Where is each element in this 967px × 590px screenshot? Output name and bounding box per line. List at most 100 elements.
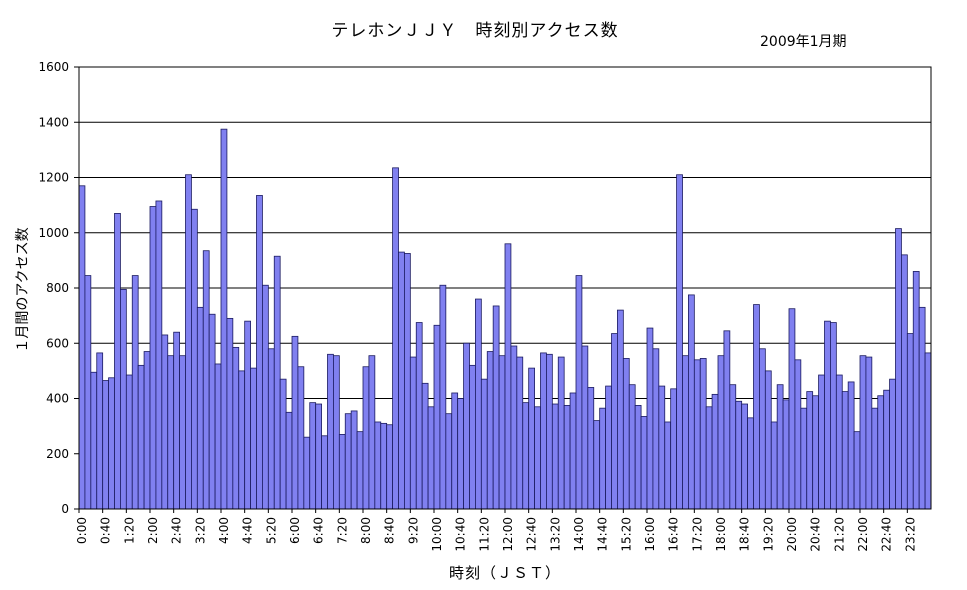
bar [587, 387, 595, 510]
bar [427, 406, 435, 510]
bar [912, 271, 920, 510]
bar [871, 407, 879, 510]
bar [238, 370, 246, 510]
bar [569, 392, 577, 510]
bar [563, 405, 571, 510]
bar [267, 348, 275, 510]
bar [84, 275, 92, 510]
bar [155, 200, 163, 510]
bar [250, 367, 257, 510]
bar [398, 251, 405, 510]
bar [321, 435, 328, 510]
bar [179, 355, 186, 510]
bar [445, 413, 453, 510]
x-tick-label: 18:00 [714, 517, 728, 552]
bar [149, 206, 157, 510]
bar [806, 391, 814, 510]
bar [137, 364, 145, 510]
bar [658, 385, 666, 510]
x-tick-label: 17:20 [690, 517, 704, 552]
x-tick-label: 4:40 [241, 517, 255, 544]
bar [699, 358, 707, 510]
x-tick-label: 2:00 [146, 517, 160, 544]
bar [96, 352, 104, 510]
bar [486, 351, 494, 510]
bar [433, 324, 441, 510]
bar [492, 305, 500, 510]
bar [551, 403, 559, 510]
x-tick-label: 8:00 [359, 517, 373, 544]
bar [244, 320, 251, 510]
bar [469, 364, 476, 510]
bar [285, 411, 293, 510]
bar [617, 309, 624, 510]
bar [889, 378, 896, 510]
bar [386, 424, 393, 510]
bar [185, 174, 192, 510]
bar [841, 391, 849, 510]
x-tick-label: 19:20 [761, 517, 775, 552]
bar [374, 421, 382, 510]
bar [622, 358, 630, 510]
bar [498, 355, 506, 510]
bar [480, 378, 488, 510]
bar [362, 366, 370, 510]
bar [611, 333, 618, 510]
bar [232, 346, 240, 510]
bar [350, 410, 358, 510]
x-tick-label: 2:40 [170, 517, 184, 544]
x-tick-label: 8:40 [383, 517, 397, 544]
x-tick-label: 22:00 [856, 517, 870, 552]
bar [120, 288, 127, 510]
bar [747, 417, 754, 510]
x-tick-label: 11:20 [477, 517, 491, 552]
x-tick-label: 13:20 [548, 517, 562, 552]
bar [202, 250, 210, 510]
bar [599, 407, 606, 510]
bar [143, 351, 151, 510]
bar [711, 393, 719, 510]
x-tick-label: 21:20 [832, 517, 846, 552]
bar [640, 416, 648, 510]
bar [818, 374, 825, 510]
bar [753, 304, 760, 510]
x-tick-label: 1:20 [122, 517, 136, 544]
bar [256, 195, 263, 510]
chart-title: テレホンＪＪＹ 時刻別アクセス数 [331, 21, 619, 41]
bar [510, 345, 518, 510]
x-tick-label: 0:40 [99, 517, 113, 544]
bar [906, 333, 914, 510]
bar [847, 381, 855, 510]
bar [705, 406, 713, 510]
x-tick-label: 12:40 [525, 517, 539, 552]
bar [78, 185, 86, 510]
bar [333, 355, 340, 510]
bar [409, 356, 417, 510]
bar [865, 356, 873, 510]
bar [415, 322, 423, 510]
bar [214, 363, 222, 510]
x-tick-label: 10:00 [430, 517, 444, 552]
bar [303, 436, 311, 510]
y-tick-label: 800 [46, 281, 69, 295]
bar [309, 402, 317, 510]
bar [835, 374, 843, 510]
bar [114, 213, 121, 510]
bar [220, 128, 228, 510]
bar [516, 356, 524, 510]
bar [593, 420, 601, 510]
bar [670, 388, 677, 510]
bar [191, 208, 198, 510]
x-tick-label: 6:40 [312, 517, 326, 544]
bar [918, 306, 926, 510]
bar [646, 327, 654, 510]
bar [161, 334, 169, 510]
x-tick-label: 3:20 [193, 517, 207, 544]
bar [723, 330, 731, 510]
x-axis-label: 時刻（ＪＳＴ） [448, 564, 561, 582]
bar [895, 228, 902, 510]
y-tick-label: 600 [46, 336, 69, 350]
bar [800, 407, 808, 510]
bar [540, 352, 547, 510]
bar [729, 384, 737, 510]
